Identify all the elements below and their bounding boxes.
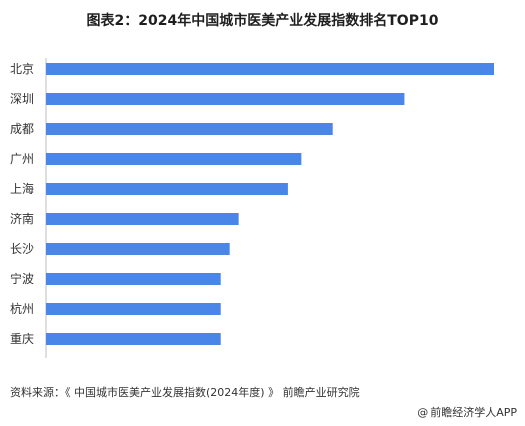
at-symbol: @	[417, 406, 429, 419]
bar	[46, 273, 221, 285]
category-label: 杭州	[10, 301, 34, 316]
category-label: 北京	[10, 62, 34, 76]
bars	[46, 63, 494, 345]
category-label: 广州	[10, 152, 34, 166]
category-label: 深圳	[10, 92, 34, 106]
bar	[46, 153, 302, 165]
category-label: 济南	[10, 211, 34, 226]
credit-line: @ 前瞻经济学人APP	[417, 404, 517, 420]
category-label: 宁波	[10, 271, 34, 286]
category-label: 长沙	[10, 242, 34, 256]
bar	[46, 123, 333, 135]
bar	[46, 93, 405, 105]
bar	[46, 243, 230, 255]
bar	[46, 333, 221, 345]
chart-title: 图表2：2024年中国城市医美产业发展指数排名TOP10	[86, 13, 439, 29]
category-label: 成都	[10, 122, 34, 136]
bar	[46, 183, 288, 195]
category-label: 上海	[10, 181, 34, 196]
category-label: 重庆	[10, 332, 34, 346]
bar	[46, 213, 239, 225]
bar	[46, 303, 221, 315]
credit-text: 前瞻经济学人APP	[430, 406, 517, 419]
source-note: 资料来源：《 中国城市医美产业发展指数(2024年度) 》 前瞻产业研究院	[10, 386, 360, 399]
bar	[46, 63, 494, 75]
